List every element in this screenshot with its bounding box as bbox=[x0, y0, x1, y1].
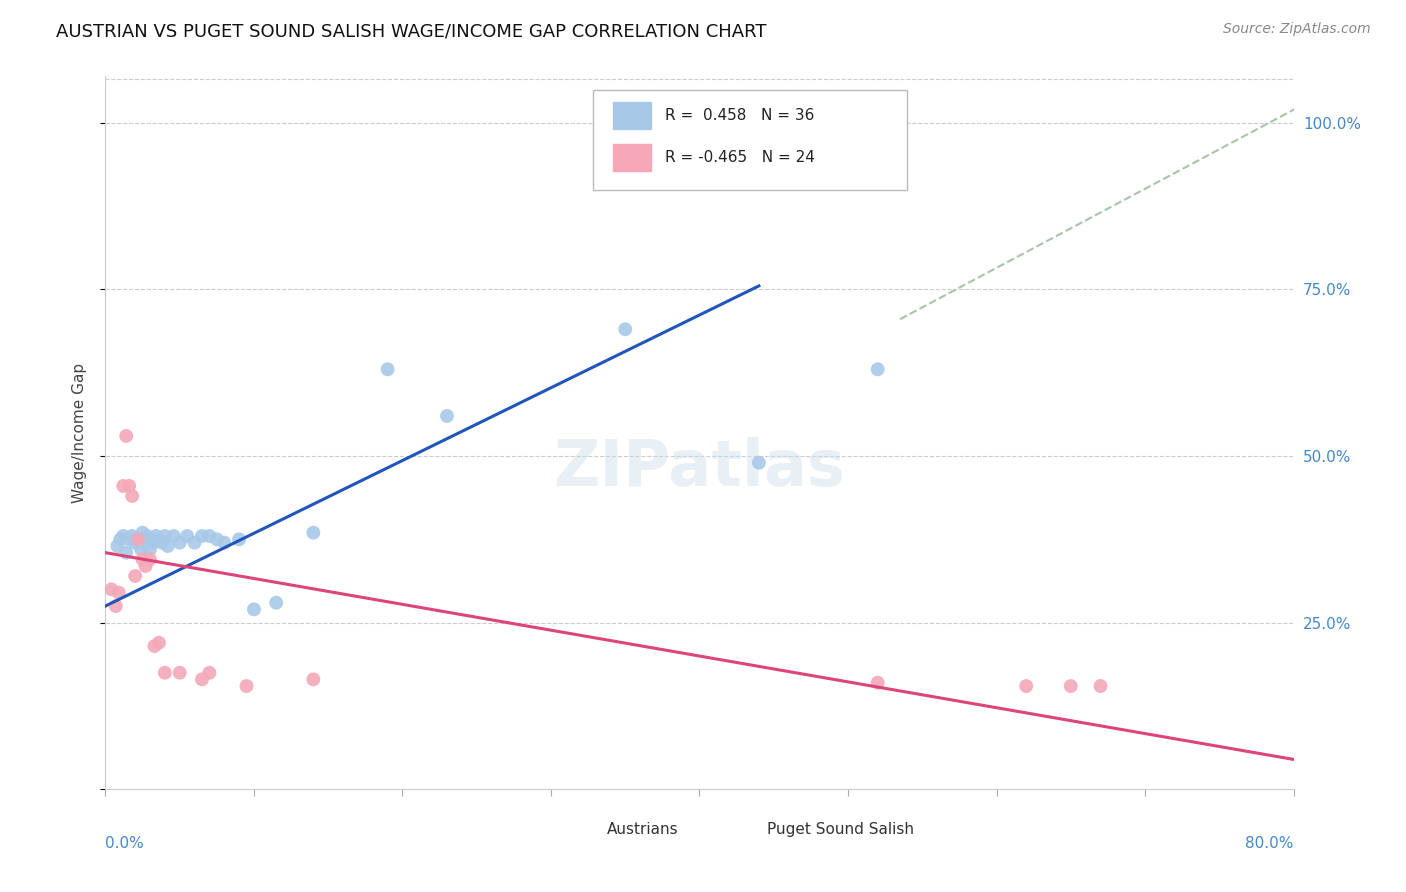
Point bbox=[100, 582, 122, 597]
Point bbox=[156, 539, 179, 553]
Point bbox=[145, 529, 167, 543]
Point bbox=[148, 533, 170, 547]
Point bbox=[169, 535, 191, 549]
Y-axis label: Wage/Income Gap: Wage/Income Gap bbox=[72, 362, 87, 503]
Point bbox=[135, 559, 157, 574]
Point bbox=[264, 596, 287, 610]
Point bbox=[148, 636, 170, 650]
Point bbox=[191, 673, 214, 687]
Point bbox=[143, 639, 166, 653]
Point bbox=[127, 533, 149, 547]
Point bbox=[169, 665, 191, 680]
Text: R =  0.458   N = 36: R = 0.458 N = 36 bbox=[665, 108, 814, 123]
Point bbox=[1015, 679, 1038, 693]
Text: Source: ZipAtlas.com: Source: ZipAtlas.com bbox=[1223, 22, 1371, 37]
Bar bbox=[575, 816, 600, 843]
Point bbox=[110, 533, 132, 547]
Point bbox=[131, 552, 153, 566]
Point bbox=[132, 535, 155, 549]
Point bbox=[163, 529, 186, 543]
Bar bbox=[613, 144, 651, 170]
Point bbox=[104, 599, 127, 613]
FancyBboxPatch shape bbox=[592, 90, 907, 190]
Point bbox=[1090, 679, 1112, 693]
Point bbox=[112, 479, 135, 493]
Point bbox=[243, 602, 266, 616]
Point bbox=[176, 529, 198, 543]
Point bbox=[121, 489, 143, 503]
Text: R = -0.465   N = 24: R = -0.465 N = 24 bbox=[665, 150, 815, 165]
Point bbox=[121, 529, 143, 543]
Point bbox=[228, 533, 250, 547]
Point bbox=[183, 535, 205, 549]
Point bbox=[866, 362, 889, 376]
Point bbox=[205, 533, 228, 547]
Point bbox=[136, 529, 159, 543]
Point bbox=[214, 535, 236, 549]
Bar bbox=[735, 816, 761, 843]
Point bbox=[131, 525, 153, 540]
Text: 0.0%: 0.0% bbox=[105, 836, 145, 851]
Point bbox=[748, 456, 770, 470]
Point bbox=[112, 529, 135, 543]
Point bbox=[866, 675, 889, 690]
Point bbox=[129, 542, 152, 557]
Point bbox=[1060, 679, 1083, 693]
Text: AUSTRIAN VS PUGET SOUND SALISH WAGE/INCOME GAP CORRELATION CHART: AUSTRIAN VS PUGET SOUND SALISH WAGE/INCO… bbox=[56, 22, 766, 40]
Point bbox=[191, 529, 214, 543]
Point bbox=[302, 673, 325, 687]
Point bbox=[127, 533, 149, 547]
Point bbox=[139, 552, 162, 566]
Point bbox=[105, 539, 128, 553]
Point bbox=[436, 409, 458, 423]
Point bbox=[153, 665, 176, 680]
Point bbox=[153, 529, 176, 543]
Point bbox=[115, 429, 138, 443]
Text: Puget Sound Salish: Puget Sound Salish bbox=[768, 822, 914, 837]
Point bbox=[377, 362, 399, 376]
Point bbox=[302, 525, 325, 540]
Text: Austrians: Austrians bbox=[607, 822, 679, 837]
Text: 80.0%: 80.0% bbox=[1246, 836, 1294, 851]
Text: ZIPatlas: ZIPatlas bbox=[554, 437, 845, 500]
Point bbox=[115, 546, 138, 560]
Point bbox=[118, 479, 141, 493]
Point bbox=[150, 535, 173, 549]
Point bbox=[614, 322, 637, 336]
Point bbox=[139, 542, 162, 557]
Point bbox=[118, 533, 141, 547]
Bar bbox=[613, 103, 651, 129]
Point bbox=[124, 569, 146, 583]
Point bbox=[124, 535, 146, 549]
Point bbox=[235, 679, 257, 693]
Point bbox=[198, 529, 221, 543]
Point bbox=[142, 535, 165, 549]
Point bbox=[108, 585, 131, 599]
Point bbox=[198, 665, 221, 680]
